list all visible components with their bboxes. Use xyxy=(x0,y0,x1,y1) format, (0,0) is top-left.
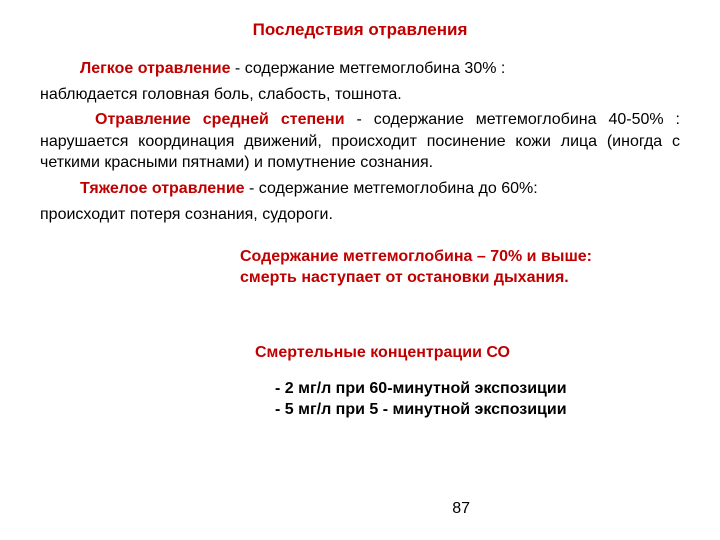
fatal-block: Содержание метгемоглобина – 70% и выше: … xyxy=(240,247,680,289)
lethal-item-1: - 2 мг/л при 60-минутной экспозиции xyxy=(275,378,680,400)
severe-rest1: - содержание метгемоглобина до 60%: xyxy=(245,180,538,197)
mild-label: Легкое отравление xyxy=(80,60,230,77)
paragraph-mild: Легкое отравление - содержание метгемогл… xyxy=(40,58,680,80)
fatal-line1: Содержание метгемоглобина – 70% и выше: xyxy=(240,247,680,268)
paragraph-moderate: Отравление средней степени - содержание … xyxy=(40,109,680,174)
lethal-item-2: - 5 мг/л при 5 - минутной экспозиции xyxy=(275,399,680,421)
fatal-line2: смерть наступает от остановки дыхания. xyxy=(240,268,680,289)
slide-title: Последствия отравления xyxy=(40,20,680,40)
moderate-label: Отравление средней степени xyxy=(95,111,345,128)
lethal-list: - 2 мг/л при 60-минутной экспозиции - 5 … xyxy=(275,378,680,421)
lethal-title: Смертельные концентрации СО xyxy=(255,344,680,362)
mild-line2: наблюдается головная боль, слабость, тош… xyxy=(40,84,680,106)
paragraph-severe: Тяжелое отравление - содержание метгемог… xyxy=(40,178,680,200)
page-number: 87 xyxy=(452,500,470,518)
severe-label: Тяжелое отравление xyxy=(80,180,245,197)
mild-rest1: - содержание метгемоглобина 30% : xyxy=(230,60,505,77)
severe-line2: происходит потеря сознания, судороги. xyxy=(40,204,680,226)
